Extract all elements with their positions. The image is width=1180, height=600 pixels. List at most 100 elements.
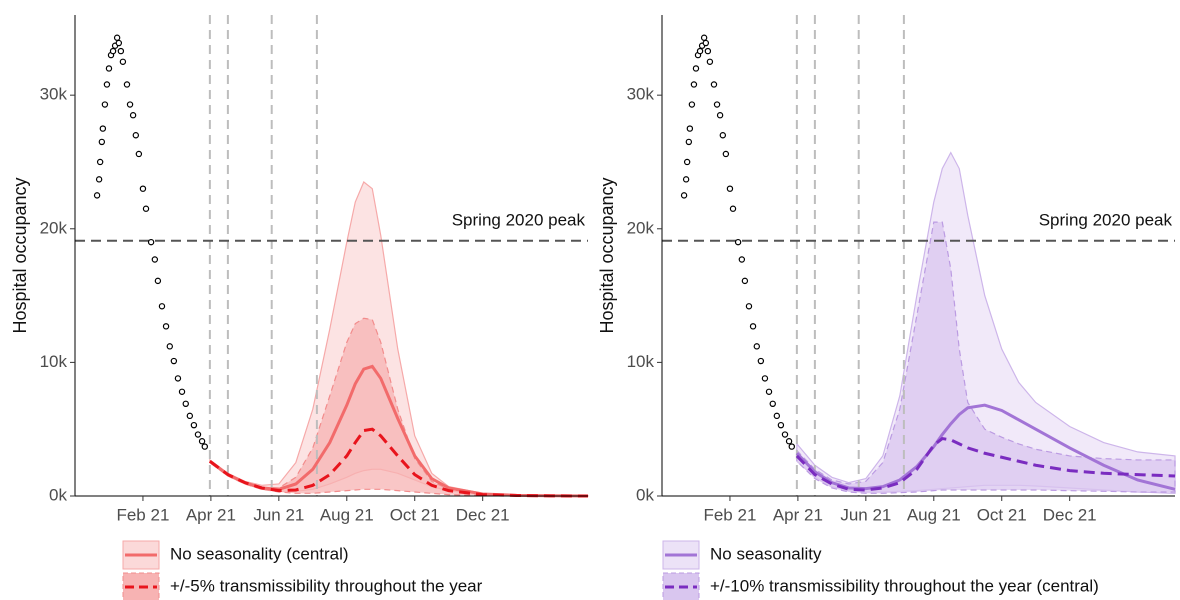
y-tick-label: 10k — [627, 352, 655, 371]
observed-point — [719, 132, 727, 139]
observed-point — [688, 101, 696, 108]
observed-point — [194, 431, 202, 438]
observed-point — [135, 150, 143, 158]
observed-point — [109, 47, 117, 55]
observed-point — [738, 256, 746, 263]
y-tick-label: 10k — [40, 352, 68, 371]
observed-point — [690, 81, 698, 88]
observed-point — [734, 238, 742, 246]
observed-point — [117, 47, 125, 55]
panel: Spring 2020 peak 0k 10k 20k 30k Feb 21 Apr 21 J… — [597, 15, 1176, 600]
observed-point — [101, 101, 109, 108]
x-tick-label: Apr 21 — [773, 505, 823, 524]
y-tick-label: 0k — [636, 485, 654, 504]
legend-label: +/-10% transmissibility throughout the y… — [710, 576, 1099, 595]
observed-point — [706, 58, 714, 65]
observed-point — [716, 112, 724, 119]
observed-point — [753, 343, 760, 350]
legend-label: No seasonality — [710, 544, 822, 563]
observed-point — [682, 176, 690, 183]
observed-point — [769, 400, 776, 408]
observed-point — [722, 150, 730, 158]
x-tick-label: Feb 21 — [116, 505, 169, 524]
observed-point — [741, 277, 749, 285]
observed-point — [178, 388, 186, 395]
observed-point — [757, 357, 765, 365]
x-tick-label: Jun 21 — [840, 505, 891, 524]
y-axis-label: Hospital occupancy — [10, 177, 30, 333]
x-tick-label: Feb 21 — [703, 505, 756, 524]
observed-point — [174, 375, 182, 382]
observed-point — [201, 443, 208, 450]
observed-point — [96, 158, 104, 166]
observed-point — [765, 388, 773, 395]
observed-point — [139, 185, 147, 192]
observed-point — [198, 438, 206, 445]
x-tick-label: Aug 21 — [320, 505, 374, 524]
observed-point — [702, 39, 710, 47]
observed-point — [93, 192, 101, 199]
observed-point — [166, 343, 173, 350]
panel: Spring 2020 peak 0k 10k 20k 30k Feb 21 Apr 21 J… — [10, 15, 589, 600]
reference-label: Spring 2020 peak — [1039, 210, 1173, 229]
observed-point — [115, 39, 123, 47]
x-tick-label: Apr 21 — [186, 505, 236, 524]
observed-point — [105, 65, 113, 72]
y-tick-label: 30k — [627, 85, 655, 104]
observed-point — [99, 125, 107, 132]
band — [796, 221, 1176, 494]
x-tick-label: Dec 21 — [1043, 505, 1097, 524]
observed-point — [147, 238, 155, 246]
observed-point — [726, 185, 734, 192]
observed-point — [170, 357, 178, 365]
observed-point — [98, 138, 106, 146]
observed-point — [680, 192, 688, 199]
observed-point — [781, 431, 789, 438]
x-tick-label: Oct 21 — [390, 505, 440, 524]
observed-point — [162, 323, 170, 330]
observed-point — [142, 205, 150, 212]
y-axis-label: Hospital occupancy — [597, 177, 617, 333]
observed-point — [692, 65, 700, 72]
observed-point — [761, 375, 769, 382]
observed-point — [777, 421, 785, 429]
x-tick-label: Oct 21 — [977, 505, 1027, 524]
observed-point — [745, 303, 753, 310]
observed-point — [103, 81, 111, 88]
observed-point — [113, 34, 121, 41]
observed-point — [696, 47, 704, 55]
observed-point — [773, 412, 781, 420]
observed-point — [151, 256, 159, 263]
observed-point — [129, 112, 137, 119]
observed-point — [729, 205, 737, 212]
observed-point — [190, 421, 198, 429]
observed-point — [713, 101, 721, 108]
observed-point — [700, 34, 708, 41]
observed-point — [154, 277, 162, 285]
y-tick-label: 0k — [49, 485, 67, 504]
observed-point — [686, 125, 694, 132]
observed-point — [685, 138, 693, 146]
y-tick-label: 20k — [627, 218, 655, 237]
observed-point — [119, 58, 127, 65]
legend-label: No seasonality (central) — [170, 544, 349, 563]
x-tick-label: Jun 21 — [253, 505, 304, 524]
observed-point — [710, 81, 718, 88]
observed-point — [749, 323, 757, 330]
y-tick-label: 20k — [40, 218, 68, 237]
observed-point — [126, 101, 134, 108]
observed-point — [132, 132, 140, 139]
observed-point — [158, 303, 166, 310]
observed-point — [683, 158, 691, 166]
observed-point — [95, 176, 103, 183]
series-line — [208, 364, 589, 498]
observed-point — [123, 81, 131, 88]
legend-label: +/-5% transmissibility throughout the ye… — [170, 576, 483, 595]
reference-label: Spring 2020 peak — [452, 210, 586, 229]
x-tick-label: Dec 21 — [456, 505, 510, 524]
observed-point — [785, 438, 793, 445]
observed-point — [788, 443, 795, 450]
observed-point — [182, 400, 189, 408]
y-tick-label: 30k — [40, 85, 68, 104]
